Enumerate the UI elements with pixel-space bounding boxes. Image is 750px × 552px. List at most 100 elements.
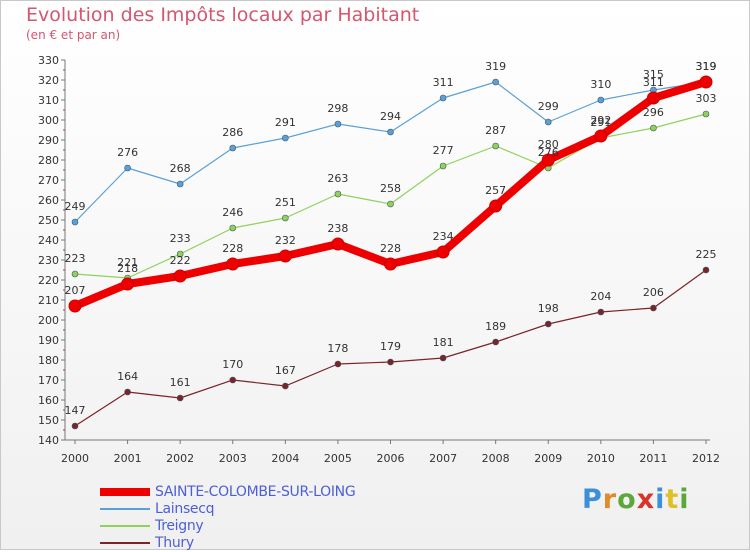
chart-subtitle: (en € et par an): [26, 28, 121, 42]
data-label: 276: [538, 146, 559, 159]
data-point: [492, 78, 499, 86]
data-point: [68, 299, 82, 313]
y-tick-label: 190: [38, 334, 59, 347]
data-label: 291: [275, 116, 296, 129]
legend-label: Treigny: [155, 518, 204, 534]
data-label: 319: [696, 60, 717, 73]
y-tick-label: 200: [38, 314, 59, 327]
data-label: 249: [65, 200, 86, 213]
data-label: 232: [275, 234, 296, 247]
data-label: 178: [327, 342, 348, 355]
legend-swatch: [100, 525, 150, 527]
brand-letter: x: [636, 484, 656, 515]
data-point: [124, 388, 131, 396]
y-tick-label: 330: [38, 54, 59, 67]
data-label: 280: [538, 138, 559, 151]
legend-swatch: [100, 542, 150, 544]
data-point: [492, 142, 499, 150]
y-tick-label: 220: [38, 274, 59, 287]
y-tick-label: 300: [38, 114, 59, 127]
data-label: 238: [327, 222, 348, 235]
legend-swatch: [100, 508, 150, 510]
data-label: 181: [433, 336, 454, 349]
data-label: 179: [380, 340, 401, 353]
data-label: 298: [327, 102, 348, 115]
x-tick-label: 2003: [219, 452, 247, 465]
data-label: 167: [275, 364, 296, 377]
data-label: 319: [485, 60, 506, 73]
data-label: 287: [485, 124, 506, 137]
data-point: [439, 354, 447, 362]
data-label: 204: [590, 290, 611, 303]
x-tick-label: 2002: [166, 452, 194, 465]
data-point: [492, 338, 499, 346]
data-label: 222: [170, 254, 191, 267]
data-point: [121, 277, 135, 291]
x-tick-label: 2008: [482, 452, 510, 465]
x-tick-label: 2005: [324, 452, 352, 465]
data-point: [699, 75, 713, 89]
data-point: [544, 118, 552, 126]
data-label: 311: [643, 76, 664, 89]
data-point: [387, 200, 394, 208]
y-tick-label: 250: [38, 214, 59, 227]
x-tick-label: 2006: [377, 452, 405, 465]
x-tick-label: 2012: [692, 452, 720, 465]
data-label: 223: [65, 252, 86, 265]
data-label: 292: [590, 114, 611, 127]
data-label: 263: [327, 172, 348, 185]
data-point: [387, 128, 394, 136]
y-tick-label: 160: [38, 394, 59, 407]
y-tick-label: 180: [38, 354, 59, 367]
data-point: [176, 250, 184, 258]
data-point: [702, 110, 710, 118]
chart-title: Evolution des Impôts locaux par Habitant: [26, 4, 420, 26]
data-point: [650, 124, 657, 132]
data-point: [646, 91, 660, 105]
data-point: [544, 320, 552, 328]
data-label: 251: [275, 196, 296, 209]
y-tick-label: 320: [38, 74, 59, 87]
brand-letter: t: [665, 484, 680, 515]
data-point: [173, 269, 187, 283]
data-label: 170: [222, 358, 243, 371]
data-point: [541, 153, 555, 167]
data-point: [229, 144, 237, 152]
data-label: 206: [643, 286, 664, 299]
data-point: [387, 358, 394, 366]
data-label: 291: [590, 116, 611, 129]
data-point: [226, 257, 240, 271]
data-point: [384, 257, 397, 271]
data-point: [439, 94, 447, 102]
x-axis-ticks: 2000 2001 2002 2003 2004 2005 2006 2007 2008 2009…: [61, 440, 720, 465]
data-point: [71, 270, 79, 278]
y-tick-label: 150: [38, 414, 59, 427]
data-label: 315: [643, 68, 664, 81]
data-point: [650, 304, 657, 312]
data-point: [229, 376, 237, 384]
y-tick-label: 170: [38, 374, 59, 387]
data-point: [334, 190, 342, 198]
y-tick-label: 260: [38, 194, 59, 207]
brand-letter: o: [617, 484, 637, 515]
data-point: [439, 162, 447, 170]
data-label: 198: [538, 302, 559, 315]
data-point: [278, 249, 292, 263]
brand-letter: i: [655, 484, 666, 515]
data-label: 257: [485, 184, 506, 197]
data-point: [176, 180, 184, 188]
data-label: 319: [696, 60, 717, 73]
data-label: 296: [643, 106, 664, 119]
data-label: 234: [433, 230, 454, 243]
data-label: 218: [117, 262, 138, 275]
data-point: [124, 164, 131, 172]
data-point: [702, 266, 710, 274]
data-point: [282, 382, 289, 390]
data-label: 299: [538, 100, 559, 113]
x-tick-label: 2004: [271, 452, 299, 465]
data-point: [334, 360, 342, 368]
data-label: 311: [433, 76, 454, 89]
data-label: 161: [170, 376, 191, 389]
brand-letter: r: [602, 484, 618, 515]
